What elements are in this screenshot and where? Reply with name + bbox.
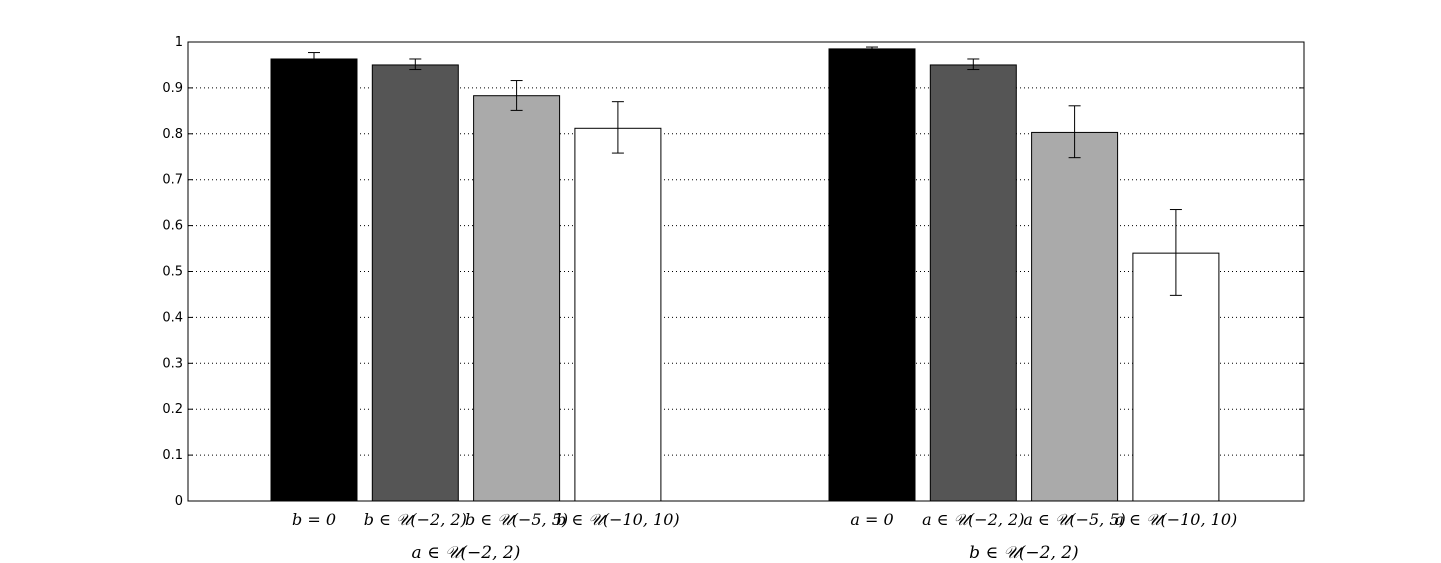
y-tick-label: 1 xyxy=(175,35,183,50)
x-category-label: a ∈ 𝒰(−5, 5) xyxy=(1023,510,1125,529)
bar xyxy=(828,48,916,502)
y-axis-ticks: 0 0.1 0.2 0.3 0.4 0.5 0.6 0.7 0.8 0.9 1 xyxy=(162,35,1304,509)
bar xyxy=(270,58,358,502)
y-tick-label: 0.2 xyxy=(162,402,183,417)
x-category-label: b = 0 xyxy=(292,510,336,529)
y-tick-label: 0.9 xyxy=(162,81,183,96)
x-category-label: a = 0 xyxy=(850,510,893,529)
x-category-label: b ∈ 𝒰(−5, 5) xyxy=(465,510,568,529)
y-tick-label: 0.3 xyxy=(162,356,183,371)
bar xyxy=(473,95,561,502)
plot-frame xyxy=(187,41,1305,502)
group-label: b ∈ 𝒰(−2, 2) xyxy=(969,543,1079,563)
bar xyxy=(1031,131,1119,502)
bars xyxy=(270,48,1220,502)
y-tick-label: 0.7 xyxy=(162,173,183,188)
y-tick-label: 0.1 xyxy=(162,448,183,463)
y-tick-label: 0 xyxy=(175,494,183,509)
x-category-label: b ∈ 𝒰(−2, 2) xyxy=(364,510,467,529)
x-category-label: b ∈ 𝒰(−10, 10) xyxy=(556,510,679,529)
bar xyxy=(929,64,1017,502)
y-tick-label: 0.6 xyxy=(162,219,183,234)
group-label: a ∈ 𝒰(−2, 2) xyxy=(412,543,521,563)
error-bars xyxy=(308,46,1182,296)
y-tick-label: 0.8 xyxy=(162,127,183,142)
y-tick-label: 0.5 xyxy=(162,265,183,280)
x-category-label: a ∈ 𝒰(−10, 10) xyxy=(1115,510,1238,529)
bar xyxy=(371,64,459,502)
bar xyxy=(574,127,662,502)
x-category-label: a ∈ 𝒰(−2, 2) xyxy=(922,510,1024,529)
y-tick-label: 0.4 xyxy=(162,310,183,325)
